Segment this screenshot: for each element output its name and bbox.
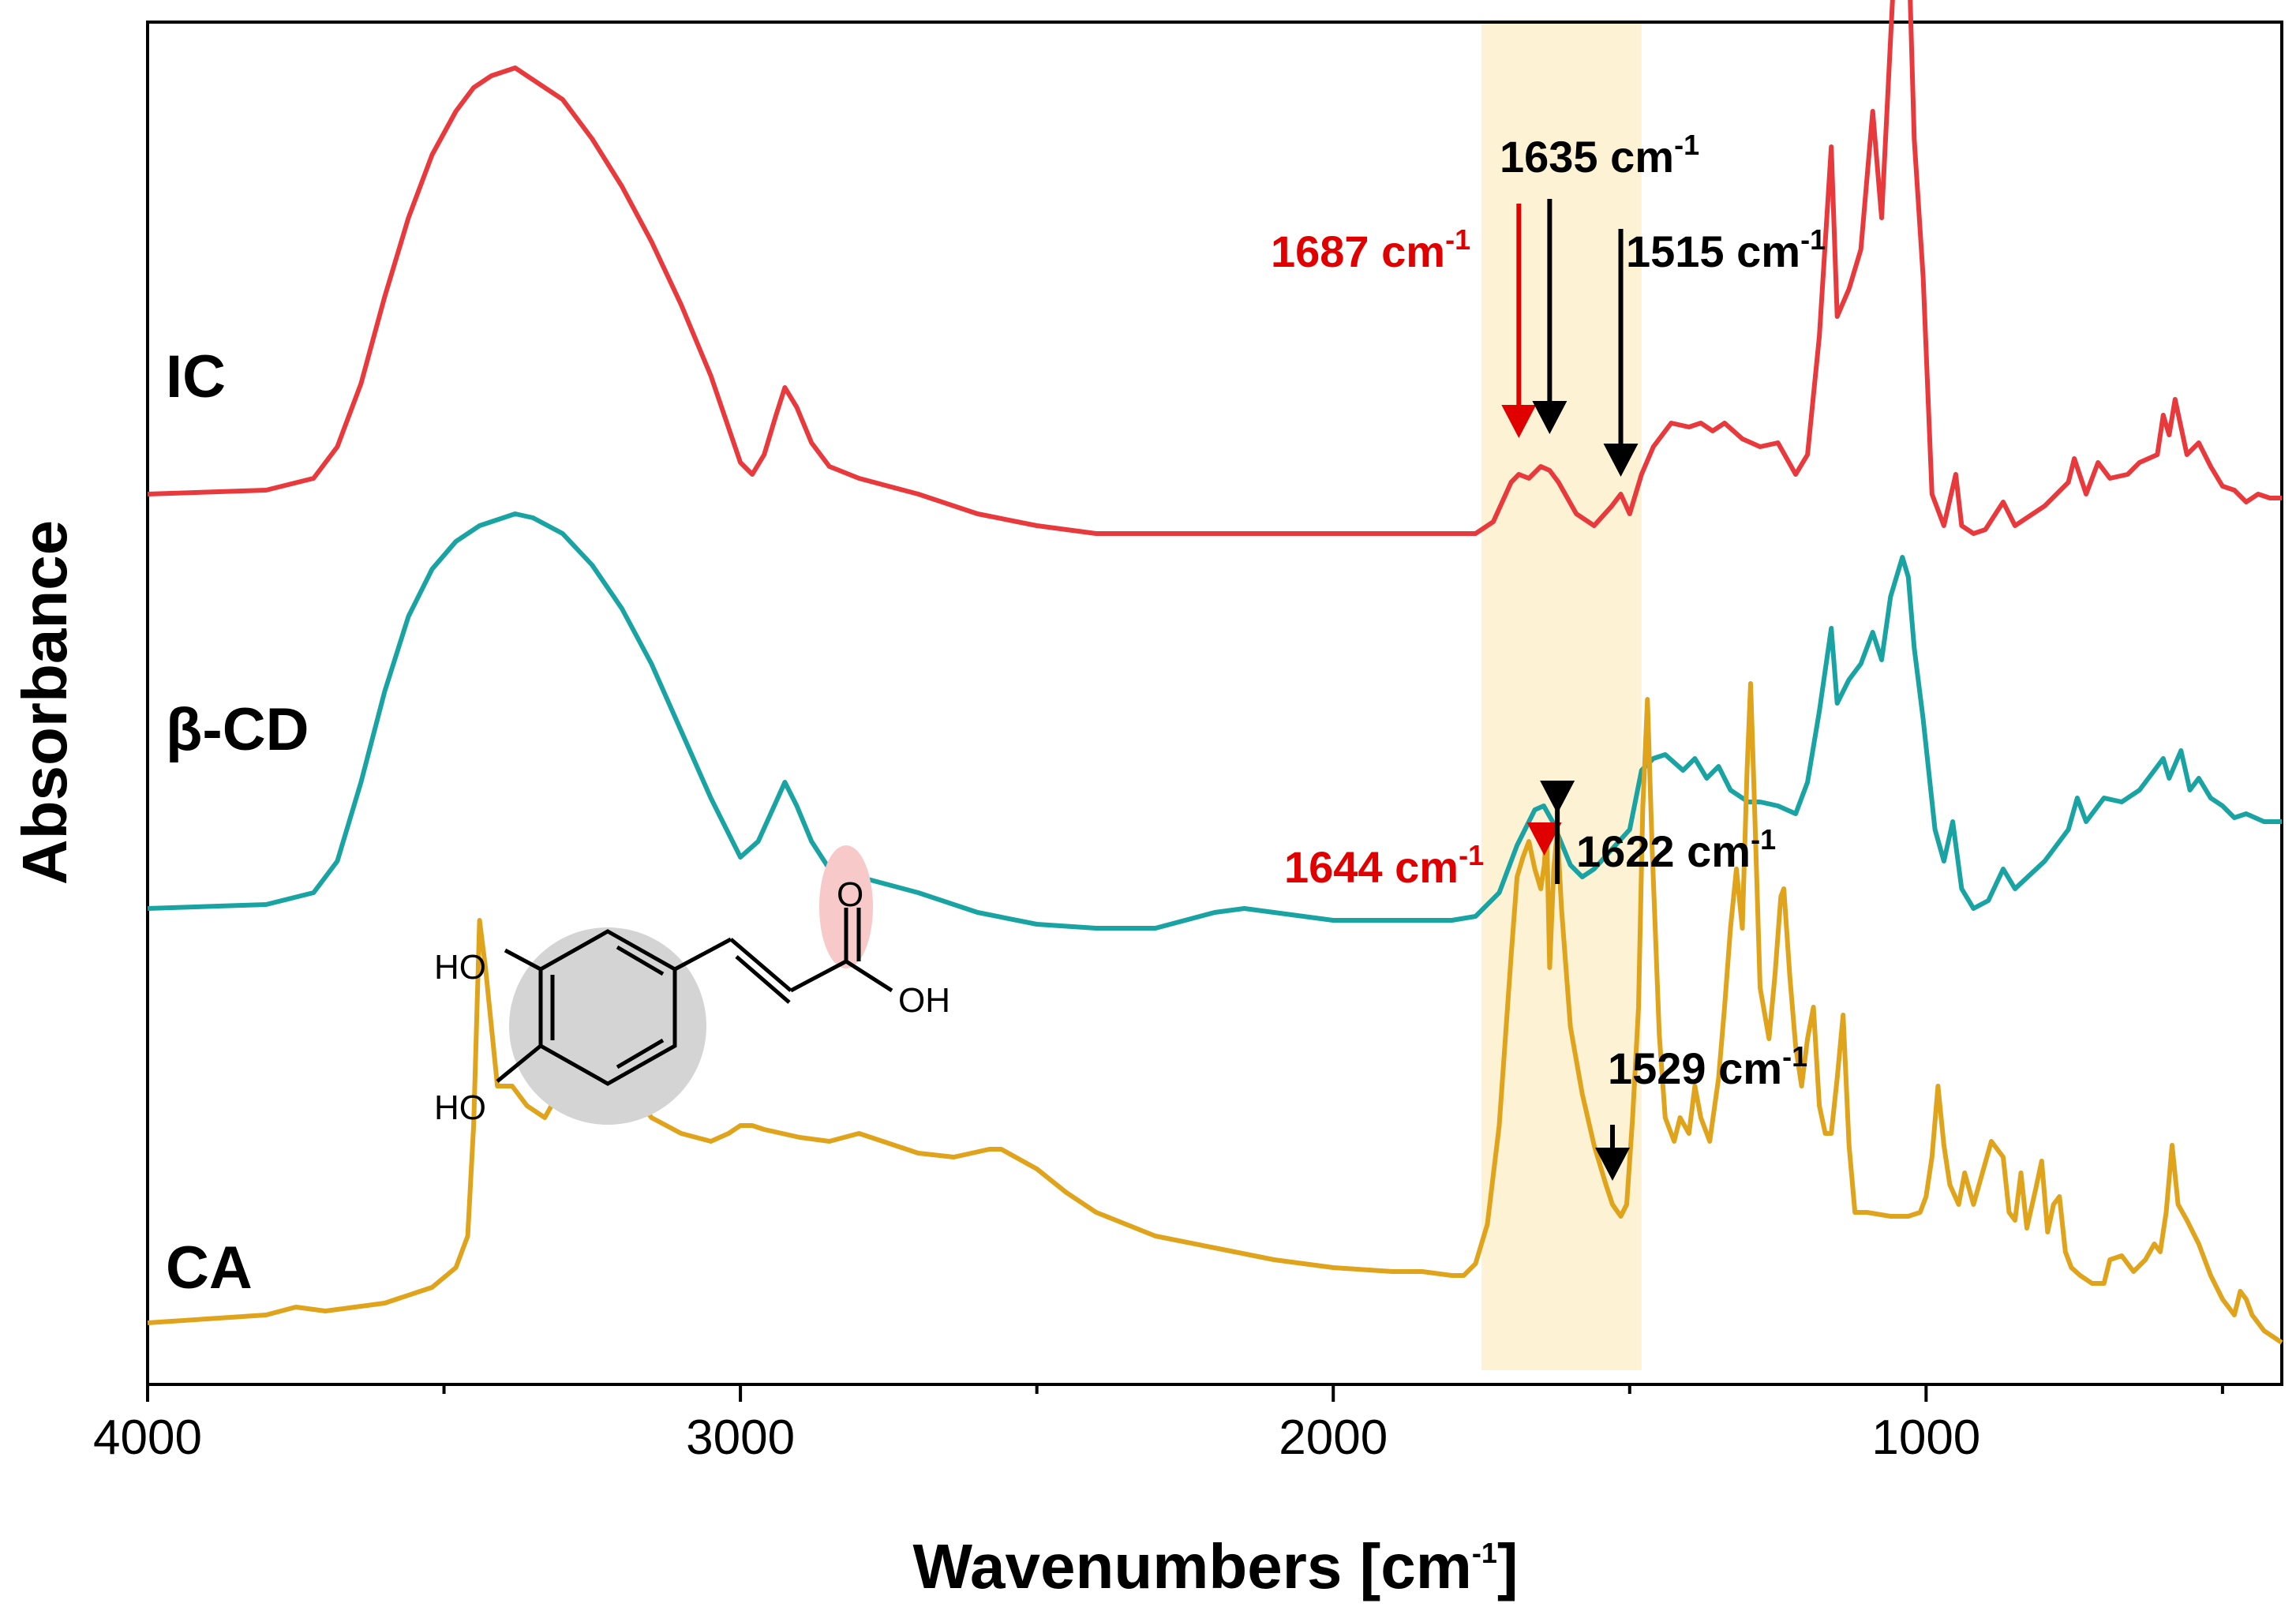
annotation-label-1635: 1635 cm-1 xyxy=(1500,129,1699,182)
annotation-1529: 1529 cm-1 xyxy=(1594,1040,1807,1181)
annotation-arrow-head-1622 xyxy=(1540,781,1575,814)
series-line-ic xyxy=(147,0,2282,536)
annotations: 1687 cm-1 1635 cm-1 1515 cm-1 1644 cm-1 1622… xyxy=(1271,129,1826,1181)
series-line-ca xyxy=(147,681,2283,1345)
annotation-arrow-head-1529 xyxy=(1594,1148,1630,1181)
x-axis-title: Wavenumbers [cm-1] xyxy=(912,1531,1518,1601)
carbonyl-o-label: O xyxy=(837,875,863,914)
annotation-arrow-head-1644 xyxy=(1526,822,1562,856)
x-tick-label-2000: 2000 xyxy=(1279,1410,1388,1465)
plot-frame xyxy=(146,21,2283,1386)
y-axis-title: Absorbance xyxy=(9,520,80,885)
x-tick-label-1000: 1000 xyxy=(1871,1410,1980,1465)
annotation-1687: 1687 cm-1 xyxy=(1271,204,1537,438)
caffeic-acid-structure: HO HO O OH xyxy=(434,845,950,1127)
annotation-1622: 1622 cm-1 xyxy=(1540,781,1776,884)
annotation-label-1622: 1622 cm-1 xyxy=(1576,823,1776,876)
annotation-arrow-head-1515 xyxy=(1603,444,1639,477)
x-axis-ticks: 4000 3000 2000 1000 xyxy=(93,1384,2224,1465)
x-tick-label-3000: 3000 xyxy=(686,1410,795,1465)
highlight-band xyxy=(1481,22,1642,1370)
series-label-ca: CA xyxy=(166,1234,253,1302)
annotation-1644: 1644 cm-1 xyxy=(1284,822,1562,892)
hydroxyl-label-bottom: HO xyxy=(434,1088,486,1127)
aromatic-ring-highlight xyxy=(509,927,706,1125)
hydroxyl-label-top: HO xyxy=(434,948,486,987)
annotation-label-1687: 1687 cm-1 xyxy=(1271,223,1470,276)
annotation-arrow-head-1687 xyxy=(1501,405,1537,438)
series-layer xyxy=(147,0,2283,1345)
series-label-bcd: β-CD xyxy=(166,696,309,763)
x-tick-label-4000: 4000 xyxy=(93,1410,202,1465)
annotation-1635: 1635 cm-1 xyxy=(1500,129,1699,434)
acid-oh-label: OH xyxy=(898,981,950,1020)
series-line--cd xyxy=(147,511,2282,931)
annotation-1515: 1515 cm-1 xyxy=(1603,223,1826,477)
annotation-label-1529: 1529 cm-1 xyxy=(1608,1040,1807,1093)
annotation-arrow-head-1635 xyxy=(1532,401,1567,434)
annotation-label-1515: 1515 cm-1 xyxy=(1626,223,1826,276)
molecule-bonds xyxy=(496,908,893,1086)
series-label-ic: IC xyxy=(166,343,226,410)
annotation-label-1644: 1644 cm-1 xyxy=(1284,839,1484,892)
